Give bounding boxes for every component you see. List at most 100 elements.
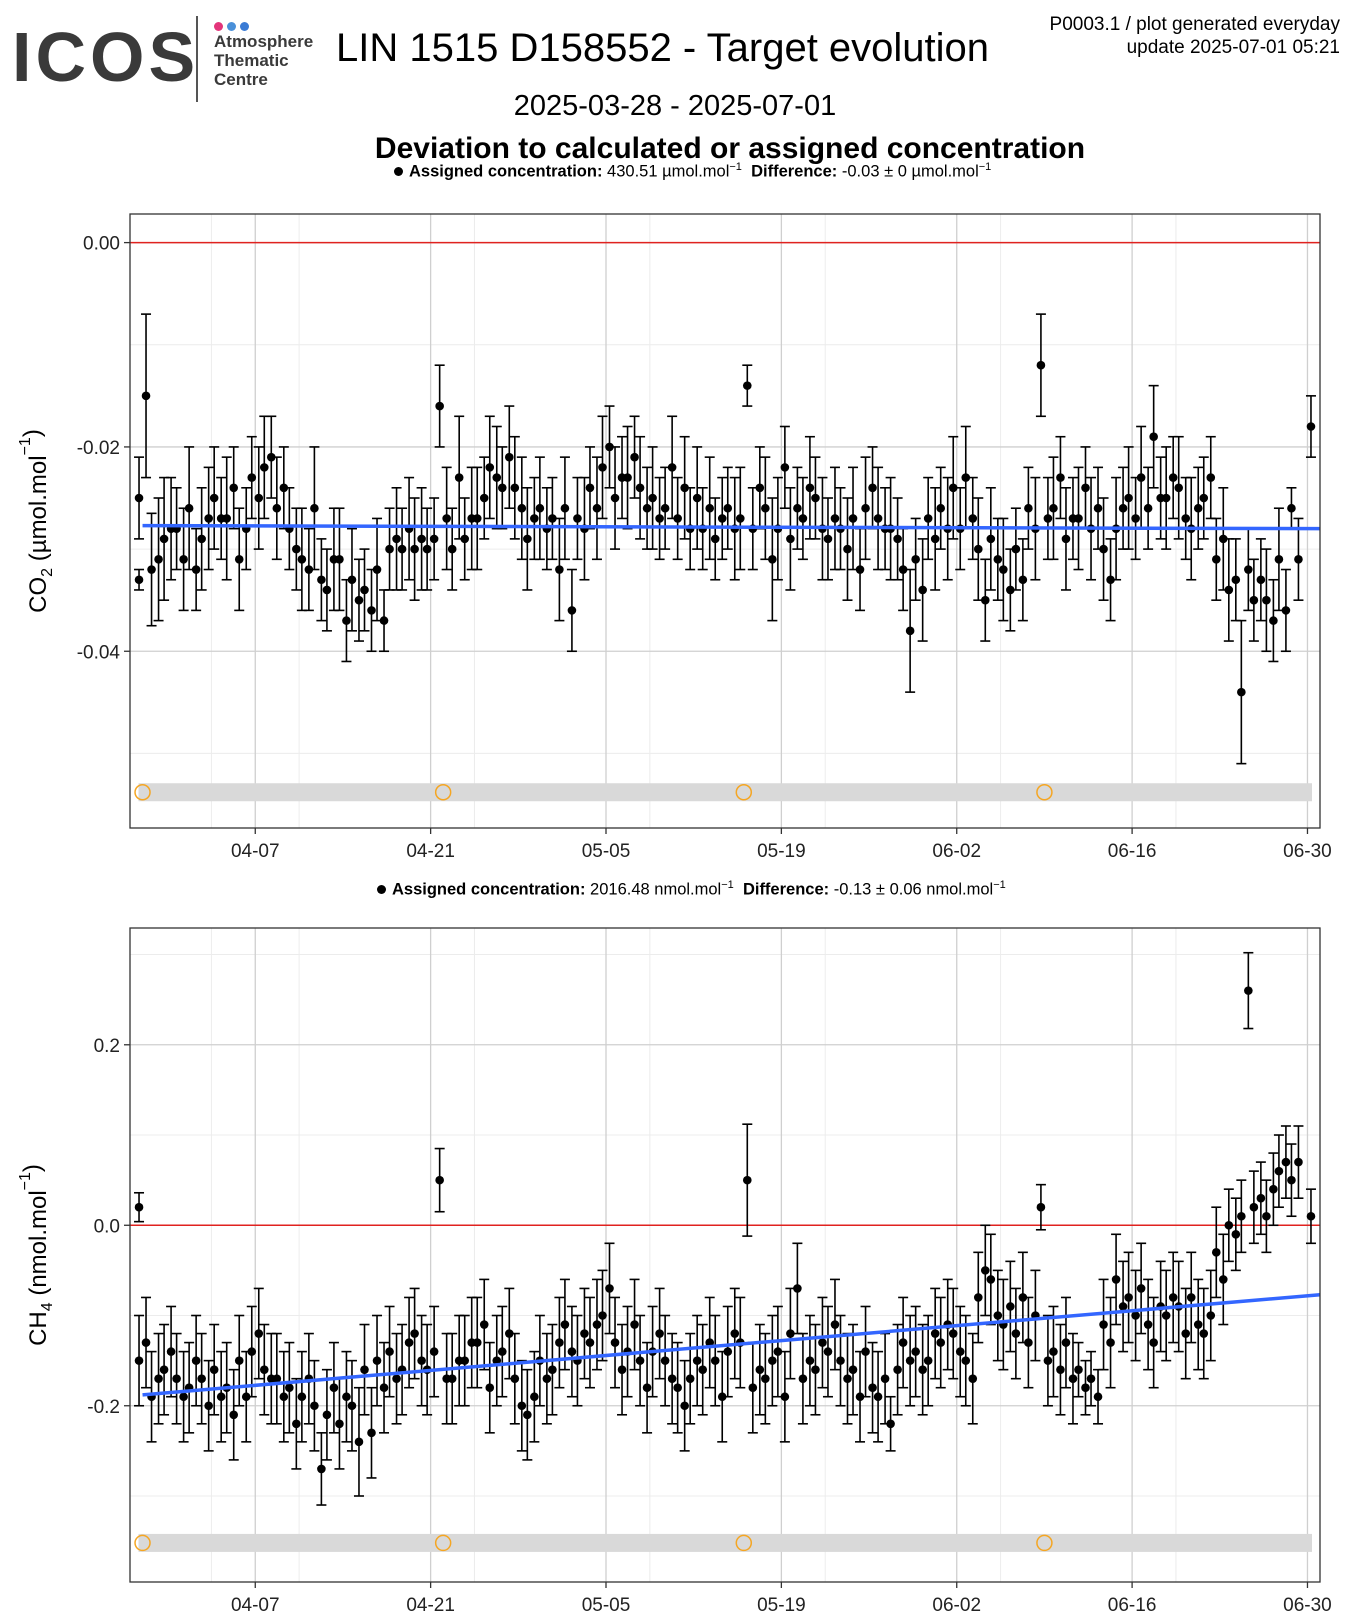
x-tick-label: 04-07 [231, 1595, 280, 1616]
data-point [868, 1383, 877, 1393]
data-point [1036, 360, 1046, 370]
data-point [1093, 1392, 1103, 1402]
data-point [197, 534, 206, 544]
data-point [1249, 595, 1259, 605]
co2-legend: Assigned concentration: 430.51 µmol.mol−… [394, 161, 991, 182]
data-point [342, 1392, 351, 1402]
data-point [710, 1356, 720, 1365]
data-point [793, 1284, 802, 1293]
data-point [748, 1383, 758, 1393]
data-point [1193, 1320, 1203, 1329]
data-point [1099, 544, 1108, 554]
data-point [1306, 1211, 1316, 1221]
data-point [1006, 1302, 1015, 1311]
data-point [141, 391, 151, 401]
data-point [1131, 514, 1140, 523]
y-axis-label-part: ) [19, 1164, 46, 1172]
data-point [429, 1347, 439, 1356]
data-point [1174, 483, 1184, 493]
data-point [429, 534, 439, 544]
logo-dot [240, 22, 249, 31]
data-point [1211, 1248, 1221, 1257]
data-point [134, 493, 144, 503]
data-point [1168, 473, 1178, 482]
plot-background [130, 928, 1320, 1582]
data-point [492, 473, 502, 482]
data-point [723, 1347, 733, 1356]
data-point [980, 595, 990, 605]
data-point [993, 1311, 1003, 1320]
panel-border [129, 927, 1321, 1583]
data-point [222, 514, 232, 523]
data-point [1218, 1275, 1228, 1284]
data-point [1118, 1302, 1128, 1311]
logo-dot [227, 22, 236, 31]
data-point [848, 1365, 858, 1374]
x-tick-label: 06-02 [932, 841, 981, 862]
data-point [617, 1365, 627, 1374]
data-point [1043, 514, 1053, 523]
data-point [1024, 1338, 1033, 1347]
legend-value: 2016.48 nmol.mol [590, 880, 722, 899]
data-point [848, 514, 858, 523]
x-tick-label: 06-02 [932, 1595, 981, 1616]
x-tick-label: 04-21 [406, 841, 455, 862]
data-point [968, 1374, 978, 1383]
data-point [1237, 1211, 1246, 1221]
data-point [317, 1464, 326, 1474]
panel-border [129, 213, 1321, 829]
legend-exponent: −1 [721, 879, 734, 891]
data-point [1131, 1311, 1140, 1320]
data-point [861, 503, 870, 513]
data-point [560, 1320, 570, 1329]
data-point [322, 1410, 332, 1420]
data-point [655, 514, 664, 523]
data-point [379, 616, 389, 625]
data-point [141, 1338, 151, 1347]
data-point [479, 1320, 489, 1329]
legend-value: 430.51 µmol.mol [607, 162, 730, 181]
data-point [986, 1275, 996, 1284]
data-point [154, 1374, 163, 1383]
data-point [179, 1392, 188, 1402]
data-point [304, 565, 314, 574]
data-point [266, 452, 276, 462]
data-point [517, 1401, 527, 1411]
data-point [379, 1383, 389, 1393]
legend-label: Difference: [742, 880, 830, 899]
data-point [798, 514, 808, 523]
data-point [134, 575, 144, 585]
data-point [347, 575, 357, 585]
data-point [660, 503, 670, 513]
x-tick-label: 05-19 [757, 841, 806, 862]
data-point [1294, 1157, 1303, 1167]
data-point [347, 1401, 357, 1411]
data-point [204, 514, 213, 523]
data-point [642, 1383, 652, 1393]
y-tick-label: -0.04 [77, 642, 121, 663]
y-axis-label-part: ) [19, 429, 46, 437]
data-point [1081, 483, 1090, 493]
data-point [1149, 1338, 1158, 1347]
data-point [404, 1338, 414, 1347]
data-point [948, 483, 958, 493]
data-point [1106, 1338, 1115, 1347]
data-point [1011, 544, 1021, 554]
date-range: 2025-03-28 - 2025-07-01 [513, 90, 837, 122]
data-point [172, 1374, 181, 1383]
y-axis-label-part: 4 [39, 1302, 56, 1311]
data-point [460, 534, 470, 544]
data-point [134, 1356, 144, 1365]
data-point [417, 1356, 426, 1365]
data-point [1244, 565, 1253, 574]
data-point [234, 555, 244, 564]
data-point [447, 1374, 457, 1383]
data-point [635, 1356, 645, 1365]
logo-subtitle: Atmosphere Thematic Centre [214, 32, 313, 89]
data-point [855, 565, 865, 574]
data-point [923, 1356, 933, 1365]
data-point [805, 1356, 815, 1365]
co2-panel: 0.00 -0.02 -0.04 04-07 04-21 05-05 05-19 06-02 0… [17, 213, 1332, 862]
marker-band [138, 1533, 1312, 1552]
